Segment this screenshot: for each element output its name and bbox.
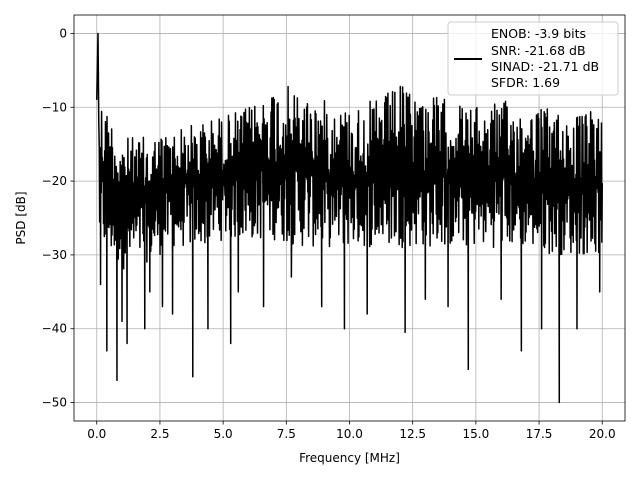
series-layer [96,32,603,404]
x-tick-label: 17.5 [526,427,553,441]
x-tick-label: 0.0 [87,427,106,441]
legend-sinad: SINAD: -21.71 dB [491,59,599,74]
x-tick-label: 20.0 [589,427,616,441]
y-tick-label: −50 [42,396,67,410]
y-axis-label: PSD [dB] [14,191,28,244]
y-tick-label: −30 [42,248,67,262]
x-tick-label: 5.0 [214,427,233,441]
x-tick-label: 2.5 [150,427,169,441]
x-tick-label: 7.5 [277,427,296,441]
x-axis-ticks: 0.0 2.5 5.0 7.5 10.0 12.5 15.0 17.5 20.0 [87,421,616,441]
x-tick-label: 12.5 [399,427,426,441]
y-axis-ticks: 0 −10 −20 −30 −40 −50 [42,26,74,410]
legend-sfdr: SFDR: 1.69 [491,75,560,90]
legend-enob: ENOB: -3.9 bits [491,26,586,41]
x-axis-label: Frequency [MHz] [299,451,400,465]
psd-series-line [96,32,603,404]
y-tick-label: 0 [59,26,67,40]
legend: ENOB: -3.9 bits SNR: -21.68 dB SINAD: -2… [447,21,619,96]
x-tick-label: 15.0 [463,427,490,441]
y-tick-label: −40 [42,322,67,336]
y-tick-label: −20 [42,174,67,188]
legend-frame [447,21,619,96]
legend-snr: SNR: -21.68 dB [491,43,586,58]
x-tick-label: 10.0 [336,427,363,441]
y-tick-label: −10 [42,100,67,114]
